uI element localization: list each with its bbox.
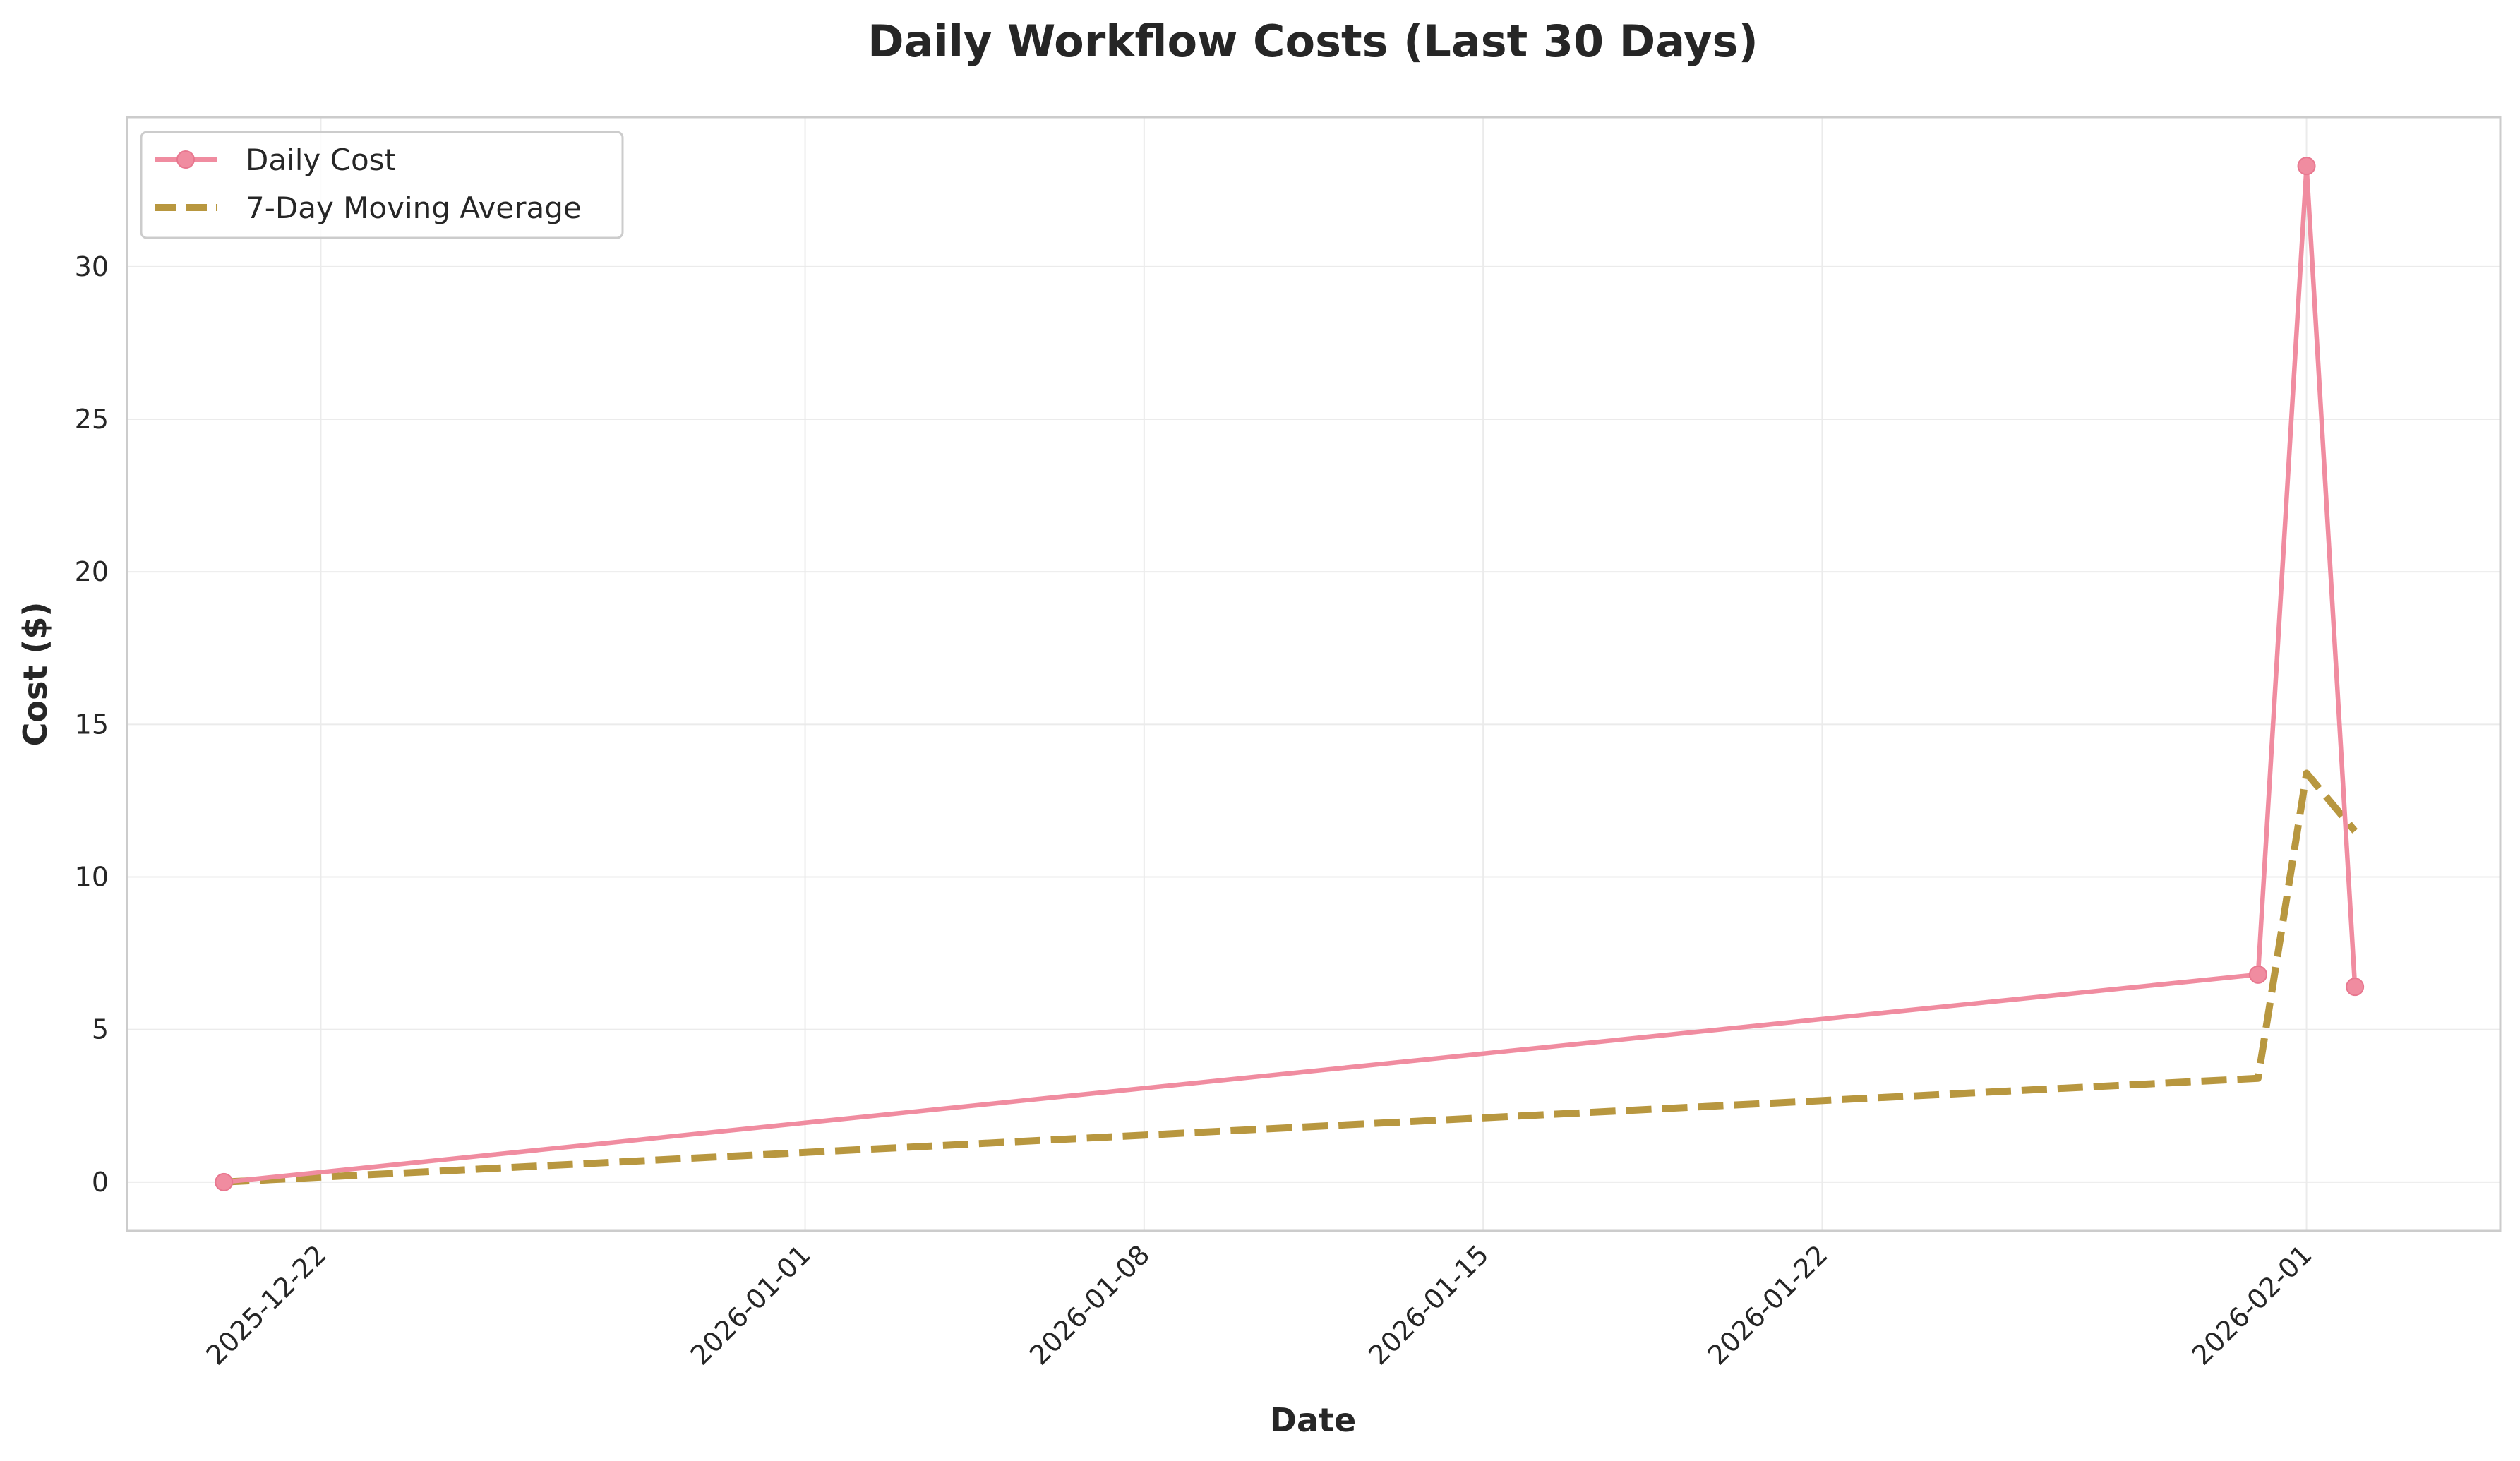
y-tick-label: 25 — [75, 404, 109, 435]
y-tick-label: 15 — [75, 709, 109, 740]
grid — [127, 117, 2500, 1231]
legend-marker-daily-cost — [176, 150, 195, 169]
x-axis-label: Date — [1270, 1401, 1356, 1439]
legend-label: 7-Day Moving Average — [246, 191, 582, 225]
daily-cost-point — [2346, 978, 2365, 997]
series-layer — [215, 157, 2365, 1191]
y-tick-label: 30 — [75, 251, 109, 282]
legend-box — [140, 131, 624, 239]
moving-average-line — [223, 769, 2358, 1186]
y-tick-label: 0 — [92, 1167, 109, 1198]
chart-title: Daily Workflow Costs (Last 30 Days) — [868, 16, 1758, 67]
daily-cost-point — [215, 1172, 234, 1191]
y-tick-label: 5 — [92, 1014, 109, 1045]
y-tick-label: 10 — [75, 861, 109, 892]
y-axis-label: Cost ($) — [16, 602, 54, 747]
daily-cost-point — [2297, 157, 2316, 176]
daily-cost-point — [2248, 965, 2267, 984]
legend: Daily Cost 7-Day Moving Average — [140, 131, 624, 239]
plot-frame — [126, 116, 2502, 1232]
daily-cost-line — [223, 163, 2358, 1185]
legend-label: Daily Cost — [246, 143, 396, 177]
y-tick-label: 20 — [75, 556, 109, 587]
y-tick-labels: 0 5 10 15 20 25 30 — [75, 251, 109, 1198]
